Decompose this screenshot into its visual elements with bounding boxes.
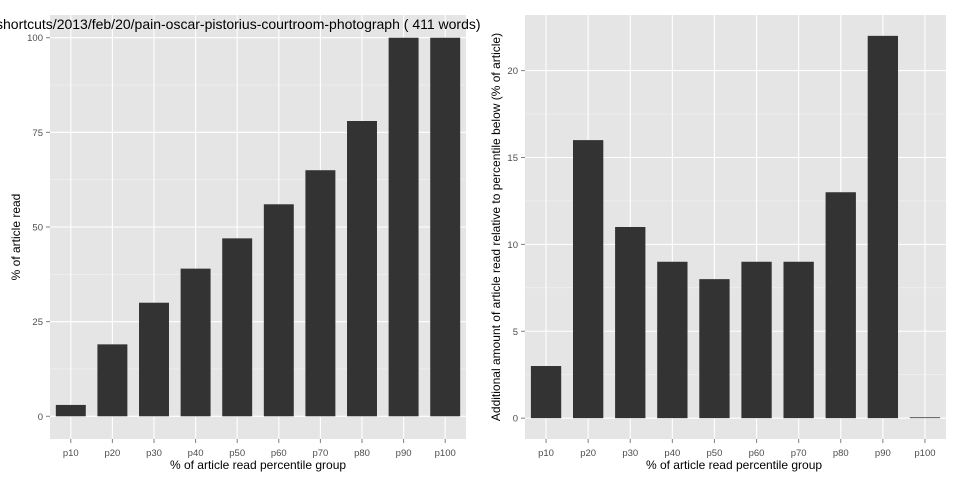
y-ticks: 0 25 50 75 100 [27, 33, 50, 423]
bar-p40 [180, 268, 211, 417]
x-tick-label: p50 [707, 448, 723, 459]
y-tick-label: 50 [32, 223, 43, 234]
x-tick-label: p60 [271, 448, 287, 459]
bar-p100 [909, 417, 941, 419]
bar-p30 [615, 227, 646, 419]
x-tick-label: p60 [749, 448, 765, 459]
x-tick-label: p10 [63, 448, 79, 459]
bar-p10 [530, 366, 562, 419]
bar-p70 [305, 170, 336, 417]
x-tick-label: p70 [791, 448, 807, 459]
y-ticks: 0 5 10 15 20 [507, 66, 525, 425]
y-axis-label: Additional amount of article read relati… [489, 33, 503, 421]
bar-p90 [867, 35, 899, 419]
bar-p70 [783, 261, 814, 419]
x-tick-label: p100 [914, 448, 935, 459]
x-tick-label: p100 [435, 448, 456, 459]
x-tick-label: p90 [396, 448, 412, 459]
chart-title: shortcuts/2013/feb/20/pain-oscar-pistori… [0, 16, 481, 32]
x-ticks: p10 p20 p30 p40 p50 p60 p70 p80 p90 p100 [63, 439, 456, 459]
y-tick-label: 5 [513, 327, 518, 338]
bar-p10 [55, 404, 86, 417]
bar-p40 [657, 261, 688, 419]
bars-layer [55, 37, 461, 417]
x-tick-label: p80 [354, 448, 370, 459]
y-tick-label: 15 [507, 153, 518, 164]
bar-p90 [388, 37, 419, 417]
y-tick-label: 0 [38, 412, 43, 423]
y-tick-label: 25 [32, 317, 43, 328]
y-axis-label: % of article read [9, 194, 23, 281]
y-tick-label: 10 [507, 240, 518, 251]
x-ticks: p10 p20 p30 p40 p50 p60 p70 p80 p90 p100 [538, 439, 936, 459]
x-tick-label: p10 [538, 448, 554, 459]
x-tick-label: p30 [146, 448, 162, 459]
x-tick-label: p20 [104, 448, 120, 459]
bar-p80 [825, 192, 856, 419]
bar-p20 [572, 140, 604, 419]
x-axis-label: % of article read percentile group [170, 458, 346, 472]
y-tick-label: 20 [507, 66, 518, 77]
bar-p50 [699, 279, 730, 419]
x-tick-label: p70 [312, 448, 328, 459]
x-tick-label: p90 [875, 448, 891, 459]
x-tick-label: p50 [229, 448, 245, 459]
bar-p60 [741, 261, 772, 419]
x-axis-label: % of article read percentile group [646, 458, 822, 472]
y-tick-label: 0 [513, 414, 518, 425]
bar-p20 [97, 344, 128, 417]
bar-p30 [139, 302, 169, 417]
x-tick-label: p80 [833, 448, 849, 459]
y-tick-label: 100 [27, 33, 43, 44]
bar-p80 [347, 121, 377, 417]
chart-right: 0 5 10 15 20 p10 p20 p30 p40 p50 p60 p70 p80 p90 p100… [489, 15, 946, 472]
x-tick-label: p30 [622, 448, 638, 459]
bar-p50 [222, 238, 253, 417]
bar-p100 [430, 37, 461, 417]
bars-layer [530, 35, 941, 419]
x-tick-label: p40 [664, 448, 680, 459]
y-tick-label: 75 [32, 128, 43, 139]
bar-p60 [263, 204, 294, 417]
x-tick-label: p20 [580, 448, 596, 459]
x-tick-label: p40 [188, 448, 204, 459]
